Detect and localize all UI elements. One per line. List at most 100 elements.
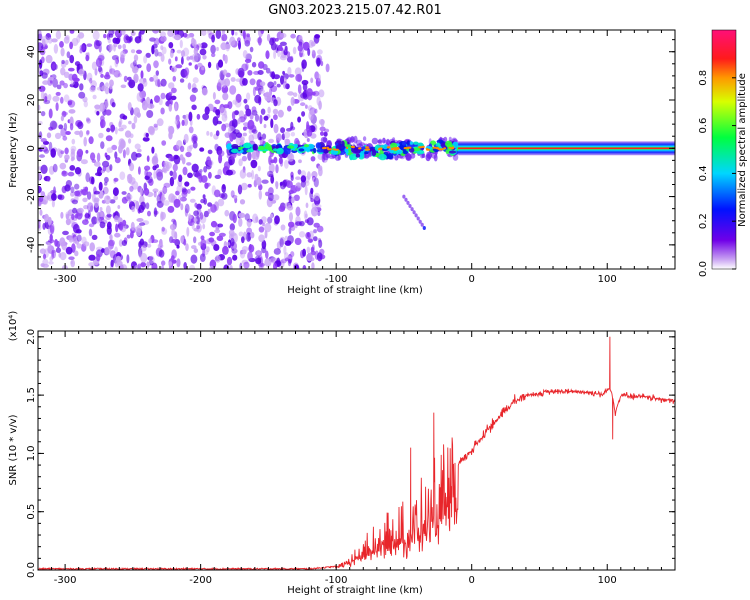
noise-blob: [214, 229, 221, 234]
noise-blob: [248, 129, 253, 134]
noise-blob: [263, 115, 269, 121]
noise-blob: [76, 243, 83, 249]
noise-blob: [108, 30, 115, 36]
noise-blob: [293, 194, 300, 201]
noise-blob: [288, 74, 295, 78]
noise-blob: [42, 263, 49, 268]
noise-blob: [251, 129, 258, 134]
noise-blob: [189, 264, 196, 269]
noise-blob: [229, 265, 233, 269]
noise-blob: [185, 114, 190, 120]
noise-blob: [95, 40, 102, 47]
noise-blob: [47, 195, 50, 200]
noise-blob: [59, 252, 67, 261]
signal-haze: [392, 137, 396, 142]
noise-blob: [193, 248, 198, 254]
noise-blob: [290, 96, 295, 106]
y-tick-label: -40: [26, 237, 37, 253]
noise-blob: [113, 44, 116, 52]
noise-blob: [187, 172, 193, 179]
noise-blob: [265, 67, 271, 74]
noise-blob: [111, 71, 118, 76]
noise-blob: [61, 59, 65, 65]
noise-blob: [128, 138, 132, 144]
signal-blob: [264, 143, 272, 150]
noise-blob: [290, 55, 294, 63]
noise-blob: [121, 140, 126, 149]
noise-blob: [132, 68, 137, 74]
signal-haze: [421, 153, 426, 158]
noise-blob: [305, 104, 308, 109]
noise-blob: [126, 254, 130, 264]
noise-blob: [255, 216, 259, 223]
noise-blob: [257, 36, 262, 46]
noise-blob: [215, 109, 221, 116]
noise-blob: [241, 236, 245, 244]
noise-blob: [191, 53, 199, 63]
signal-core: [395, 147, 398, 150]
noise-blob: [83, 205, 89, 210]
noise-blob: [50, 148, 56, 158]
signal-blob: [409, 141, 414, 145]
noise-blob: [105, 205, 111, 215]
noise-blob: [145, 52, 151, 58]
noise-blob: [202, 194, 206, 200]
noise-blob: [251, 106, 257, 113]
noise-blob: [264, 258, 272, 267]
noise-blob: [173, 34, 182, 41]
noise-blob: [91, 234, 98, 240]
noise-blob: [250, 159, 258, 169]
noise-blob: [146, 243, 152, 248]
snr-panel: -300 -200 -100 0 100 0.0 0.5 1.0 1.5 2.0 Height o…: [8, 311, 676, 596]
noise-blob: [109, 199, 116, 204]
diagonal-trace-point: [416, 216, 420, 221]
noise-blob: [146, 261, 150, 269]
noise-blob: [151, 45, 155, 55]
noise-blob: [277, 44, 283, 50]
noise-blob: [143, 55, 148, 64]
noise-blob: [79, 44, 86, 51]
noise-blob: [161, 140, 167, 146]
noise-blob: [223, 104, 230, 109]
noise-blob: [161, 226, 165, 232]
noise-blob: [72, 81, 79, 89]
noise-blob: [48, 141, 53, 152]
noise-blob: [147, 210, 151, 217]
noise-blob: [276, 133, 282, 142]
noise-blob: [106, 147, 114, 154]
noise-blob: [95, 216, 101, 224]
signal-blob: [416, 150, 425, 155]
noise-blob: [160, 36, 167, 42]
noise-blob: [274, 215, 280, 225]
noise-blob: [251, 61, 257, 68]
noise-blob: [267, 81, 275, 89]
noise-blob: [153, 170, 157, 179]
noise-blob: [118, 239, 123, 247]
noise-blob: [176, 184, 184, 193]
noise-blob: [311, 50, 316, 59]
noise-blob: [200, 42, 208, 49]
noise-blob: [272, 108, 279, 115]
noise-blob: [93, 190, 100, 195]
noise-blob: [184, 67, 190, 76]
noise-blob: [114, 58, 119, 68]
noise-blob: [49, 233, 53, 242]
noise-blob: [283, 131, 291, 139]
signal-blob: [378, 153, 387, 161]
noise-blob: [96, 152, 101, 162]
noise-blob: [248, 134, 255, 143]
noise-blob: [51, 200, 56, 208]
noise-blob: [171, 228, 176, 239]
noise-blob: [121, 30, 126, 36]
noise-blob: [248, 244, 255, 253]
noise-blob: [193, 236, 197, 244]
noise-blob: [55, 91, 61, 96]
x-tick-label: 100: [598, 274, 617, 285]
noise-blob: [174, 103, 178, 112]
noise-blob: [105, 135, 113, 142]
noise-blob: [143, 187, 150, 196]
noise-blob: [162, 185, 168, 195]
noise-blob: [222, 92, 229, 101]
noise-blob: [280, 75, 284, 85]
noise-blob: [206, 156, 212, 167]
